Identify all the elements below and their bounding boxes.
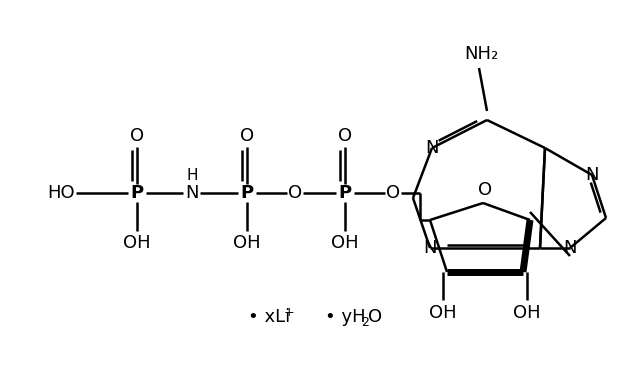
Text: O: O xyxy=(240,127,254,145)
Text: OH: OH xyxy=(123,234,151,252)
Text: O: O xyxy=(288,184,302,202)
Text: P: P xyxy=(131,184,143,202)
Text: N: N xyxy=(185,184,199,202)
Text: N: N xyxy=(585,166,599,184)
Text: HO: HO xyxy=(47,184,75,202)
Text: P: P xyxy=(241,184,253,202)
Text: O: O xyxy=(368,308,382,326)
Text: NH₂: NH₂ xyxy=(464,45,498,63)
Text: P: P xyxy=(339,184,351,202)
Text: OH: OH xyxy=(513,304,541,322)
Text: OH: OH xyxy=(429,304,457,322)
Text: N: N xyxy=(563,239,577,257)
Text: OH: OH xyxy=(233,234,261,252)
Text: • xLi: • xLi xyxy=(248,308,291,326)
Text: O: O xyxy=(386,184,400,202)
Text: N: N xyxy=(425,139,439,157)
Text: O: O xyxy=(478,181,492,199)
Text: O: O xyxy=(130,127,144,145)
Text: • yH: • yH xyxy=(325,308,365,326)
Text: OH: OH xyxy=(331,234,359,252)
Text: +: + xyxy=(284,305,294,319)
Text: H: H xyxy=(186,167,198,182)
Text: O: O xyxy=(338,127,352,145)
Text: 2: 2 xyxy=(361,317,369,329)
Text: N: N xyxy=(423,239,436,257)
